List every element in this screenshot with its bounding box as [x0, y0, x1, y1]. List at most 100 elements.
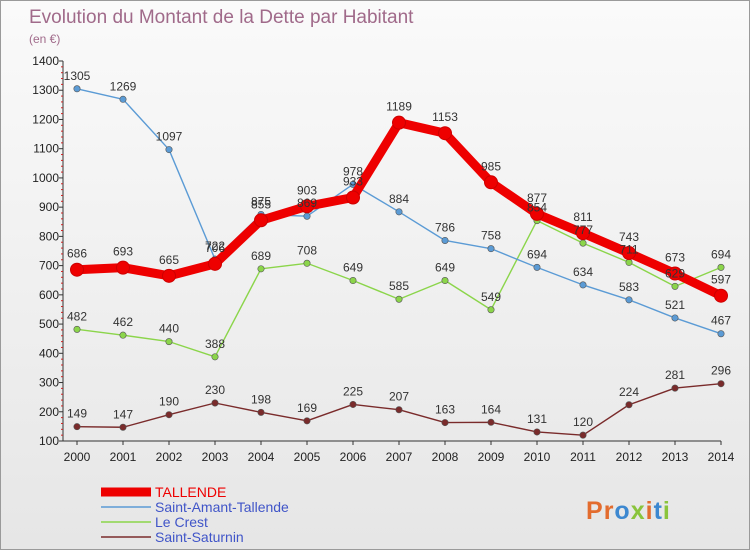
- x-tick-label: 2010: [524, 450, 551, 464]
- data-label: 777: [573, 223, 593, 237]
- y-tick-label: 200: [39, 405, 59, 419]
- data-point: [208, 256, 222, 271]
- x-tick-label: 2000: [64, 450, 91, 464]
- data-point: [165, 338, 173, 346]
- chart-title: Evolution du Montant de la Dette par Hab…: [29, 7, 414, 28]
- data-label: 164: [481, 402, 501, 416]
- data-label: 694: [711, 247, 731, 261]
- x-tick-label: 2011: [570, 450, 596, 464]
- data-label: 689: [251, 249, 271, 263]
- y-tick-label: 700: [39, 259, 59, 273]
- data-point: [119, 331, 127, 339]
- data-point: [717, 263, 725, 271]
- data-point: [395, 295, 403, 303]
- data-point: [441, 277, 449, 285]
- data-label: 875: [251, 194, 271, 208]
- y-tick-label: 300: [39, 376, 59, 390]
- data-point: [576, 226, 590, 241]
- data-label: 281: [665, 368, 685, 382]
- data-label: 869: [297, 196, 317, 210]
- data-label: 597: [711, 273, 731, 287]
- data-label: 665: [159, 253, 179, 267]
- y-tick-label: 1100: [33, 142, 59, 156]
- legend-label: Saint-Amant-Tallende: [155, 499, 289, 515]
- series-layer: [70, 85, 728, 439]
- data-label: 131: [527, 412, 547, 426]
- data-label: 440: [159, 322, 179, 336]
- data-point: [73, 85, 81, 93]
- y-tick-label: 900: [39, 200, 59, 214]
- data-point: [211, 353, 219, 361]
- data-label: 811: [573, 210, 592, 224]
- data-label: 758: [481, 229, 501, 243]
- logo-text: Proxiti: [586, 497, 671, 525]
- data-point: [300, 199, 314, 214]
- x-tick-label: 2008: [432, 450, 459, 464]
- data-point: [625, 296, 633, 304]
- data-label: 296: [711, 364, 731, 378]
- data-label: 1097: [156, 130, 183, 144]
- data-point: [116, 260, 130, 275]
- data-label: 225: [343, 384, 363, 398]
- data-point: [668, 266, 682, 281]
- data-label: 649: [435, 261, 455, 275]
- x-tick-label: 2014: [708, 450, 735, 464]
- data-label: 903: [297, 183, 317, 197]
- data-label: 686: [67, 247, 87, 261]
- y-tick-label: 600: [39, 288, 59, 302]
- data-point: [533, 263, 541, 271]
- x-tick-label: 2013: [662, 450, 689, 464]
- data-label: 583: [619, 280, 639, 294]
- data-label: 673: [665, 251, 685, 265]
- data-label: 985: [481, 159, 501, 173]
- data-point: [211, 399, 219, 407]
- data-point: [625, 258, 633, 266]
- x-tick-label: 2004: [248, 450, 275, 464]
- data-point: [254, 213, 268, 228]
- data-label: 521: [665, 298, 685, 312]
- x-tick-label: 2006: [340, 450, 367, 464]
- data-point: [530, 206, 544, 221]
- data-label: 585: [389, 279, 409, 293]
- data-label: 711: [619, 242, 638, 256]
- x-tick-label: 2002: [156, 450, 183, 464]
- data-point: [671, 314, 679, 322]
- data-label: 743: [619, 230, 639, 244]
- data-point: [392, 115, 406, 130]
- data-point: [119, 423, 127, 431]
- x-tick-label: 2001: [110, 450, 137, 464]
- data-point: [625, 401, 633, 409]
- data-label: 120: [573, 415, 593, 429]
- y-tick-label: 1200: [32, 112, 59, 126]
- data-point: [257, 265, 265, 273]
- data-label: 207: [389, 390, 409, 404]
- data-label: 1189: [386, 100, 412, 114]
- data-point: [73, 423, 81, 431]
- data-point: [257, 408, 265, 416]
- x-tick-label: 2005: [294, 450, 321, 464]
- chart-subtitle: (en €): [29, 32, 60, 46]
- data-point: [162, 268, 176, 283]
- data-point: [622, 246, 636, 261]
- data-label: 1153: [432, 110, 458, 124]
- data-label: 694: [527, 247, 547, 261]
- data-point: [438, 126, 452, 141]
- y-tick-label: 800: [39, 229, 59, 243]
- data-label: 884: [389, 192, 409, 206]
- legend-label: TALLENDE: [155, 484, 226, 500]
- data-label: 854: [527, 201, 547, 215]
- data-point: [717, 330, 725, 338]
- x-tick-label: 2007: [386, 450, 413, 464]
- data-point: [395, 406, 403, 414]
- data-point: [487, 418, 495, 426]
- data-label: 786: [435, 220, 455, 234]
- data-label: 649: [343, 261, 363, 275]
- data-point: [671, 384, 679, 392]
- y-tick-label: 1400: [32, 54, 59, 68]
- data-label: 169: [297, 401, 317, 415]
- x-tick-label: 2003: [202, 450, 229, 464]
- data-label: 482: [67, 309, 87, 323]
- data-label: 147: [113, 407, 133, 421]
